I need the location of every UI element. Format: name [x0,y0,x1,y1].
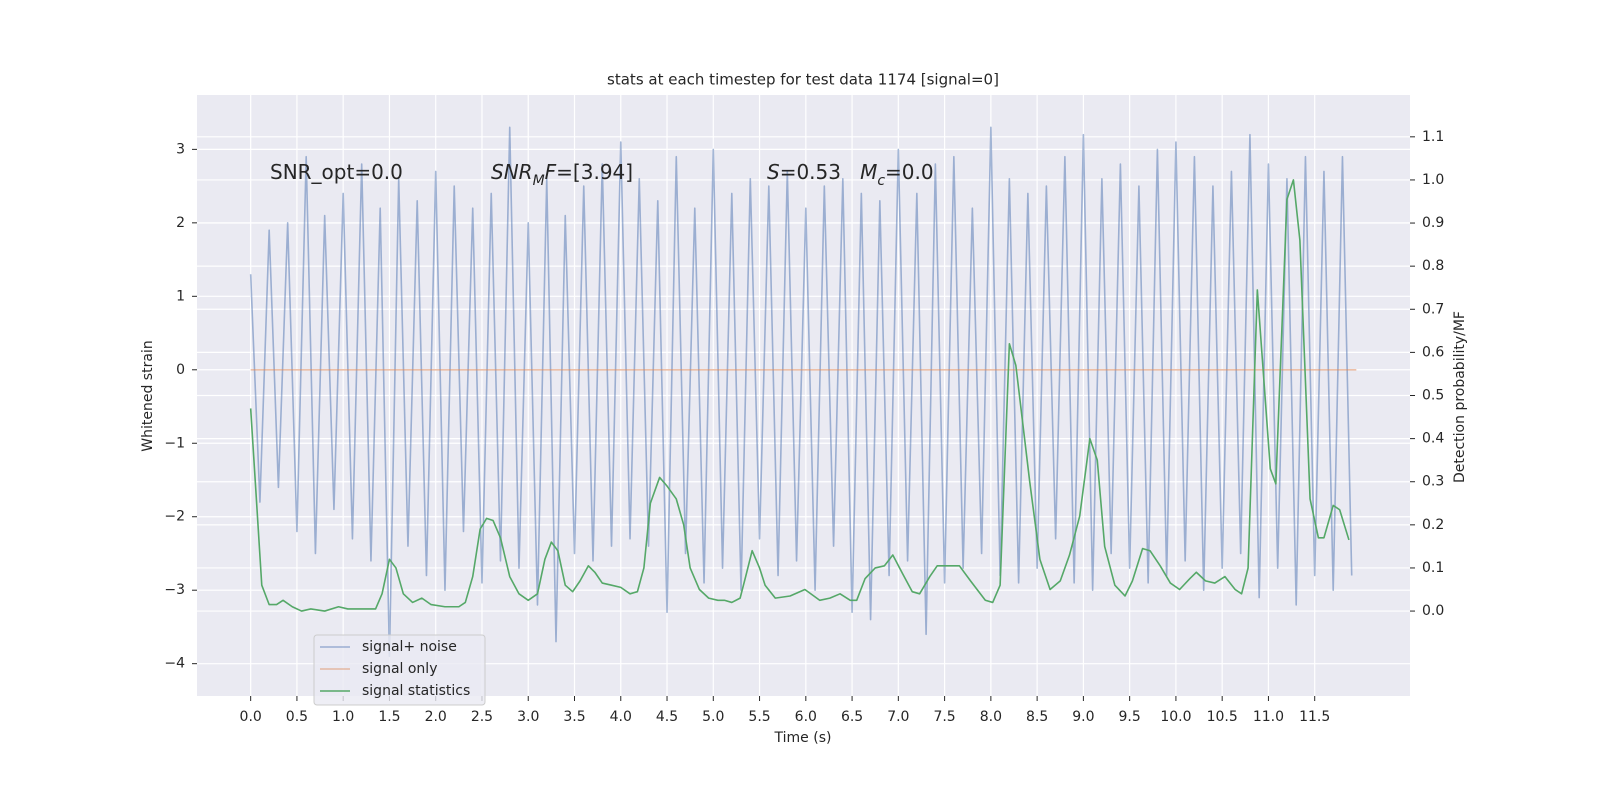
x-tick-label: 4.0 [610,709,632,725]
x-tick-label: 6.5 [841,709,863,725]
y2-tick-label: 0.3 [1422,474,1444,490]
x-tick-label: 3.5 [563,709,585,725]
x-tick-label: 4.5 [656,709,678,725]
annotation-part: M [533,173,545,189]
y-tick-label: 3 [176,141,185,157]
y2-tick-label: 0.7 [1422,301,1444,317]
annotation: SNR_opt=0.0 [270,160,403,184]
x-tick-label: 0.0 [240,709,262,725]
y2-tick-label: 0.4 [1422,431,1444,447]
x-tick-label: 2.0 [425,709,447,725]
y2-tick-label: 0.1 [1422,560,1444,576]
y-axis-label: Whitened strain [140,340,156,451]
y2-tick-label: 0.5 [1422,388,1444,404]
y2-tick-label: 0.2 [1422,517,1444,533]
y-tick-label: −3 [164,582,185,598]
y-tick-label: −2 [164,509,185,525]
x-tick-label: 8.0 [980,709,1002,725]
x-tick-label: 10.5 [1207,709,1238,725]
chart-title: stats at each timestep for test data 117… [607,71,999,89]
x-tick-label: 11.5 [1299,709,1330,725]
x-tick-label: 0.5 [286,709,308,725]
x-tick-label: 5.0 [702,709,724,725]
y-tick-label: 2 [176,215,185,231]
series-line [249,179,1350,612]
annotation: SNRMF=[3.94] [491,160,633,190]
axes: 0.0 0.5 1.0 1.5 2.0 2.5 3.0 3.5 4.0 4.5 5.0 5.5 6.0 6… [164,129,1444,725]
y-tick-label: 1 [176,288,185,304]
x-tick-label: 3.0 [517,709,539,725]
legend-label: signal only [362,661,437,677]
series-line [249,126,1353,658]
y2-tick-label: 0.6 [1422,344,1444,360]
legend-label: signal statistics [362,683,470,699]
x-tick-label: 11.0 [1253,709,1284,725]
y2-tick-label: 1.1 [1422,129,1444,145]
annotation-part: =0.53 [780,160,860,184]
x-tick-label: 7.0 [887,709,909,725]
x-tick-label: 10.0 [1160,709,1191,725]
x-tick-label: 5.5 [748,709,770,725]
x-tick-label: 6.0 [795,709,817,725]
annotations: SNR_opt=0.0 SNRMF=[3.94] S=0.53 Mc=0.0 [270,160,934,190]
y2-tick-label: 0.8 [1422,258,1444,274]
annotation-part: SNR [491,160,533,184]
x-tick-label: 7.5 [933,709,955,725]
y2-tick-label: 0.0 [1422,603,1444,619]
annotation-part: F [545,160,557,184]
marks [249,126,1357,658]
x-tick-label: 1.5 [378,709,400,725]
y2-axis-label: Detection probability/MF [1452,311,1468,483]
y-tick-label: −1 [164,435,185,451]
y-tick-label: −4 [164,656,185,672]
annotation-part: M [860,160,877,184]
x-tick-label: 9.5 [1119,709,1141,725]
y2-tick-label: 0.9 [1422,215,1444,231]
x-tick-label: 2.5 [471,709,493,725]
annotation-part: =0.0 [885,160,934,184]
annotation-part: SNR_opt=0.0 [270,160,403,184]
legend: signal+ noise signal only signal statistic… [313,634,486,706]
x-tick-label: 1.0 [332,709,354,725]
annotation-part: c [877,173,885,189]
y2-tick-label: 1.0 [1422,172,1444,188]
x-tick-label: 8.5 [1026,709,1048,725]
annotation: S=0.53 Mc=0.0 [767,160,934,190]
legend-label: signal+ noise [362,639,457,655]
y-tick-label: 0 [176,362,185,378]
legend-box [313,634,486,706]
x-tick-label: 9.0 [1072,709,1094,725]
annotation-part: =[3.94] [556,160,633,184]
annotation-part: S [767,160,780,184]
x-axis-label: Time (s) [774,730,832,746]
